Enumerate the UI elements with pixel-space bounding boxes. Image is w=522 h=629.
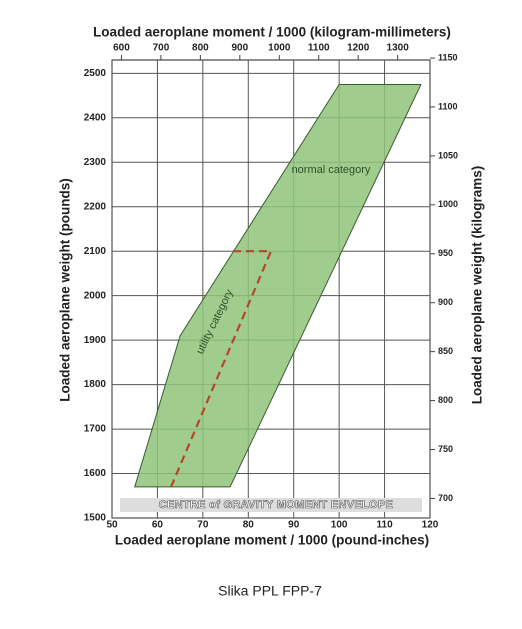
x2-tick-label: 900 xyxy=(231,43,248,54)
x-tick-label: 60 xyxy=(152,520,164,531)
y-tick-label: 1800 xyxy=(84,379,107,390)
x-tick-label: 70 xyxy=(197,520,209,531)
y-tick-label: 1900 xyxy=(84,335,107,346)
annotation-band xyxy=(120,498,422,512)
y-tick-label: 1600 xyxy=(84,468,107,479)
top-axis-title: Loaded aeroplane moment / 1000 (kilogram… xyxy=(93,25,451,40)
x2-tick-label: 1000 xyxy=(268,43,291,54)
x2-tick-label: 1100 xyxy=(308,43,330,54)
right-axis-title: Loaded aeroplane weight (kilograms) xyxy=(470,166,485,405)
x2-tick-label: 1200 xyxy=(347,43,370,54)
x-tick-label: 80 xyxy=(243,520,255,531)
y2-tick-label: 850 xyxy=(438,346,453,356)
y-tick-label: 2500 xyxy=(84,68,107,79)
y2-tick-label: 900 xyxy=(438,297,453,307)
y-tick-label: 2400 xyxy=(84,112,107,123)
y2-tick-label: 750 xyxy=(438,444,453,454)
x-tick-label: 100 xyxy=(331,520,348,531)
x-tick-label: 120 xyxy=(422,520,439,531)
y2-tick-label: 1000 xyxy=(438,199,458,209)
envelope-line xyxy=(170,250,273,488)
envelope xyxy=(134,83,422,488)
x2-tick-label: 700 xyxy=(153,43,170,54)
caption: Slika PPL FPP-7 xyxy=(218,583,322,599)
y-tick-label: 1700 xyxy=(84,424,107,435)
y2-tick-label: 700 xyxy=(438,493,453,503)
y2-tick-label: 1050 xyxy=(438,150,458,160)
y-tick-label: 2200 xyxy=(84,201,107,212)
x2-tick-label: 600 xyxy=(113,43,130,54)
series-label: normal category xyxy=(292,164,371,176)
x2-tick-label: 1300 xyxy=(387,43,410,54)
y-tick-label: 2300 xyxy=(84,157,107,168)
x-tick-label: 50 xyxy=(106,520,118,531)
annotation: CENTRE of GRAVITY MOMENT ENVELOPE xyxy=(159,499,393,511)
x-tick-label: 90 xyxy=(288,520,300,531)
left-axis-title: Loaded aeroplane weight (pounds) xyxy=(58,178,73,402)
y-tick-label: 2100 xyxy=(84,246,107,257)
y2-tick-label: 800 xyxy=(438,395,453,405)
y-tick-label: 1500 xyxy=(84,513,107,524)
y2-tick-label: 1100 xyxy=(438,101,458,111)
y-tick-label: 2000 xyxy=(84,290,107,301)
x2-tick-label: 800 xyxy=(192,43,209,54)
x-tick-label: 110 xyxy=(377,520,394,531)
bottom-axis-title: Loaded aeroplane moment / 1000 (pound-in… xyxy=(115,533,429,548)
y2-tick-label: 1150 xyxy=(438,52,458,62)
y2-tick-label: 950 xyxy=(438,248,453,258)
